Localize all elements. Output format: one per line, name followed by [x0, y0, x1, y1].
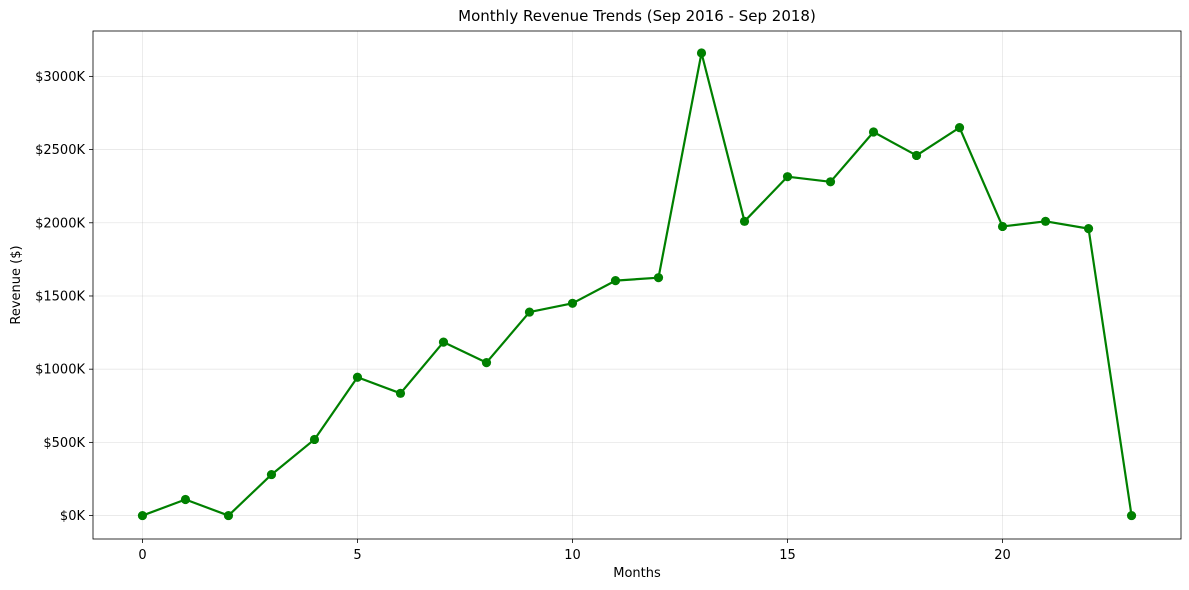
y-tick-label: $2500K: [35, 143, 85, 158]
chart-title: Monthly Revenue Trends (Sep 2016 - Sep 2…: [458, 7, 816, 25]
x-tick-label: 15: [779, 548, 796, 563]
y-tick-label: $1000K: [35, 363, 85, 378]
revenue-point: [395, 388, 406, 398]
y-tick-label: $500K: [43, 436, 85, 451]
x-tick-label: 10: [564, 548, 581, 563]
revenue-point: [266, 469, 277, 480]
revenue-point: [481, 357, 492, 368]
series-layer: [137, 48, 1137, 521]
grid-layer: [93, 31, 1181, 539]
y-tick-label: $0K: [60, 509, 86, 524]
revenue-point: [653, 273, 664, 283]
revenue-line: [142, 51, 1133, 517]
revenue-point: [610, 276, 621, 286]
revenue-point: [1083, 224, 1094, 234]
x-tick-label: 20: [994, 548, 1011, 563]
y-tick-label: $1500K: [35, 289, 85, 304]
revenue-point: [137, 510, 148, 521]
revenue-point: [997, 221, 1008, 232]
revenue-point: [223, 510, 234, 521]
revenue-point: [1126, 510, 1137, 521]
revenue-point: [868, 127, 879, 137]
revenue-point: [567, 298, 578, 308]
revenue-point: [739, 216, 750, 226]
axes-frame: [92, 30, 1182, 540]
revenue-point: [954, 123, 965, 133]
revenue-point: [352, 372, 363, 382]
revenue-point: [1040, 216, 1051, 226]
x-tick-label: 0: [138, 548, 146, 563]
revenue-point: [180, 494, 191, 505]
x-axis-label: Months: [613, 566, 661, 581]
revenue-point: [825, 177, 836, 187]
revenue-point: [524, 307, 535, 317]
y-tick-label: $2000K: [35, 216, 85, 231]
revenue-point: [696, 48, 707, 58]
tick-layer: 0 5 10 15 20 $0K $500K $1000K $1500K $2000K $2500K…: [35, 70, 1011, 563]
x-tick-label: 5: [353, 548, 361, 563]
revenue-point: [438, 337, 449, 347]
y-tick-label: $3000K: [35, 70, 85, 85]
revenue-point: [911, 150, 922, 161]
y-axis-label: Revenue ($): [9, 245, 24, 324]
revenue-point: [309, 434, 320, 445]
revenue-point: [782, 172, 793, 182]
